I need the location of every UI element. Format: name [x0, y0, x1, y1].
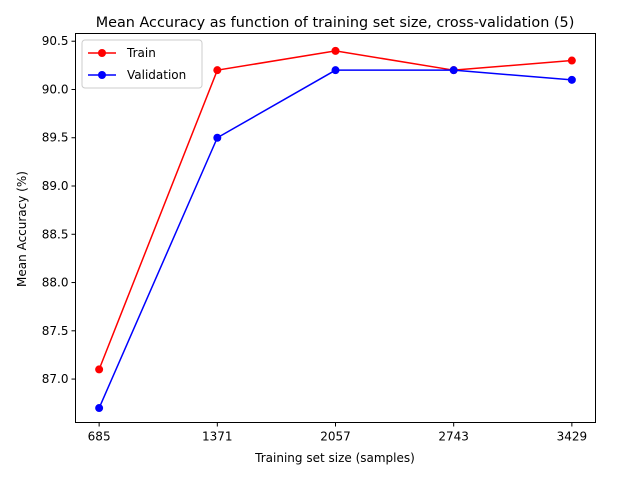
data-point-train — [213, 66, 222, 75]
y-tick-label: 88.5 — [42, 227, 69, 241]
y-tick-label: 87.0 — [42, 372, 69, 386]
x-tick-label: 1371 — [202, 430, 233, 444]
legend-validation-label: Validation — [127, 68, 186, 82]
chart-title: Mean Accuracy as function of training se… — [96, 15, 575, 31]
data-point-validation — [95, 404, 104, 413]
data-point-train — [567, 56, 576, 65]
x-axis-label: Training set size (samples) — [254, 451, 415, 465]
y-tick-label: 87.5 — [42, 324, 69, 338]
y-tick-label: 88.0 — [42, 276, 69, 290]
y-tick-label: 89.5 — [42, 131, 69, 145]
x-axis: 685 1371 2057 2743 3429 — [88, 422, 588, 444]
legend-train-label: Train — [126, 46, 156, 60]
y-axis-label: Mean Accuracy (%) — [15, 171, 29, 287]
data-point-train — [95, 365, 104, 374]
y-tick-label: 90.5 — [42, 34, 69, 48]
x-tick-label: 3429 — [557, 430, 588, 444]
x-tick-label: 2057 — [320, 430, 351, 444]
data-point-validation — [331, 66, 340, 75]
legend-validation-marker — [98, 71, 106, 79]
series-layer — [95, 46, 576, 413]
y-axis: 87.0 87.5 88.0 88.5 89.0 89.5 90.0 90.5 — [42, 34, 76, 386]
y-tick-label: 90.0 — [42, 82, 69, 96]
series-line-validation — [98, 69, 572, 409]
data-point-train — [331, 46, 340, 55]
legend: Train Validation — [81, 39, 203, 89]
legend-train-marker — [98, 49, 106, 57]
legend-frame — [81, 39, 203, 89]
data-point-validation — [449, 66, 458, 75]
x-tick-label: 685 — [88, 430, 111, 444]
series-line-train — [98, 50, 572, 370]
y-tick-label: 89.0 — [42, 179, 69, 193]
data-point-validation — [213, 133, 222, 142]
data-point-validation — [567, 75, 576, 84]
x-tick-label: 2743 — [438, 430, 469, 444]
plot-area-frame — [75, 33, 596, 423]
